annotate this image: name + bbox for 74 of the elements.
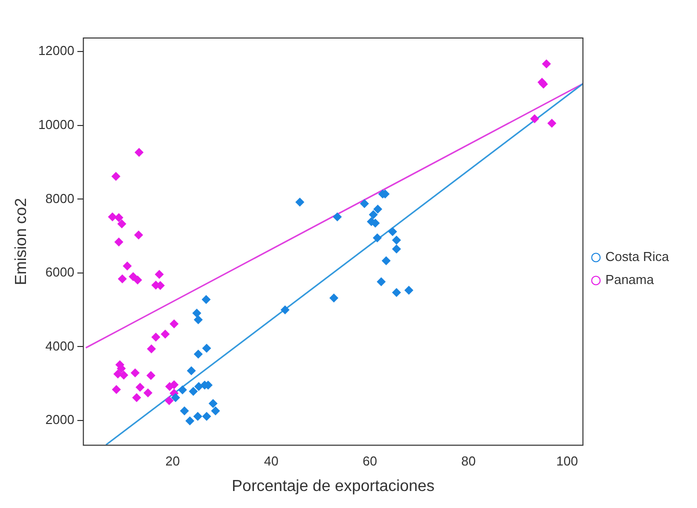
x-axis-title: Porcentaje de exportaciones <box>232 478 435 495</box>
point <box>194 315 203 324</box>
point <box>170 319 179 328</box>
point <box>368 210 378 220</box>
y-tick-label: 8000 <box>45 190 74 206</box>
legend-label: Panama <box>605 272 655 288</box>
y-tick-label: 12000 <box>38 43 74 58</box>
x-tick-label: 80 <box>461 454 476 469</box>
point <box>295 198 304 207</box>
x-tick-label: 60 <box>362 454 378 469</box>
point <box>382 256 391 266</box>
point <box>128 272 138 282</box>
point <box>186 366 196 376</box>
point <box>113 370 122 379</box>
point <box>154 270 164 279</box>
point <box>178 385 187 394</box>
point <box>114 237 124 246</box>
y-axis-title: Emision co2 <box>13 198 30 286</box>
point <box>171 393 180 402</box>
point <box>280 305 290 314</box>
point <box>118 274 127 284</box>
point <box>160 330 170 339</box>
y-tick-label: 2000 <box>45 412 74 428</box>
point <box>392 236 402 245</box>
point <box>530 114 540 124</box>
point <box>547 118 556 128</box>
y-tick-label: 4000 <box>45 338 74 354</box>
point <box>542 59 551 68</box>
point <box>188 386 198 396</box>
point <box>146 344 156 354</box>
point <box>133 275 142 284</box>
point <box>164 396 174 406</box>
point <box>208 399 218 408</box>
point <box>132 393 142 402</box>
point <box>192 308 202 318</box>
y-tick-label: 10000 <box>38 116 74 132</box>
point <box>202 412 212 421</box>
point <box>119 370 128 380</box>
point <box>134 230 144 240</box>
point <box>180 406 189 416</box>
point <box>194 382 204 392</box>
point <box>111 172 120 181</box>
point <box>211 406 220 416</box>
x-tick-label: 40 <box>264 454 278 469</box>
point <box>404 286 414 295</box>
y-tick-label: 6000 <box>45 264 74 280</box>
point <box>388 227 398 236</box>
point <box>202 295 211 304</box>
point <box>146 370 156 380</box>
point <box>151 332 160 342</box>
point <box>108 212 117 222</box>
point <box>185 416 194 426</box>
point <box>193 412 202 421</box>
point <box>360 199 369 208</box>
point <box>372 233 382 242</box>
point <box>329 294 338 303</box>
point <box>392 244 402 254</box>
point <box>130 368 140 378</box>
point <box>114 213 124 222</box>
x-tick-label: 100 <box>556 454 578 469</box>
point <box>143 388 152 398</box>
point <box>117 219 126 228</box>
point <box>134 148 144 157</box>
point <box>202 344 212 353</box>
point <box>122 261 132 270</box>
point <box>373 204 382 214</box>
point <box>112 385 121 394</box>
point <box>136 382 145 392</box>
point <box>194 350 203 359</box>
point <box>392 288 402 297</box>
legend-label: Costa Rica <box>605 249 670 264</box>
x-tick-label: 20 <box>165 454 180 469</box>
point <box>332 212 342 222</box>
point <box>376 277 386 286</box>
